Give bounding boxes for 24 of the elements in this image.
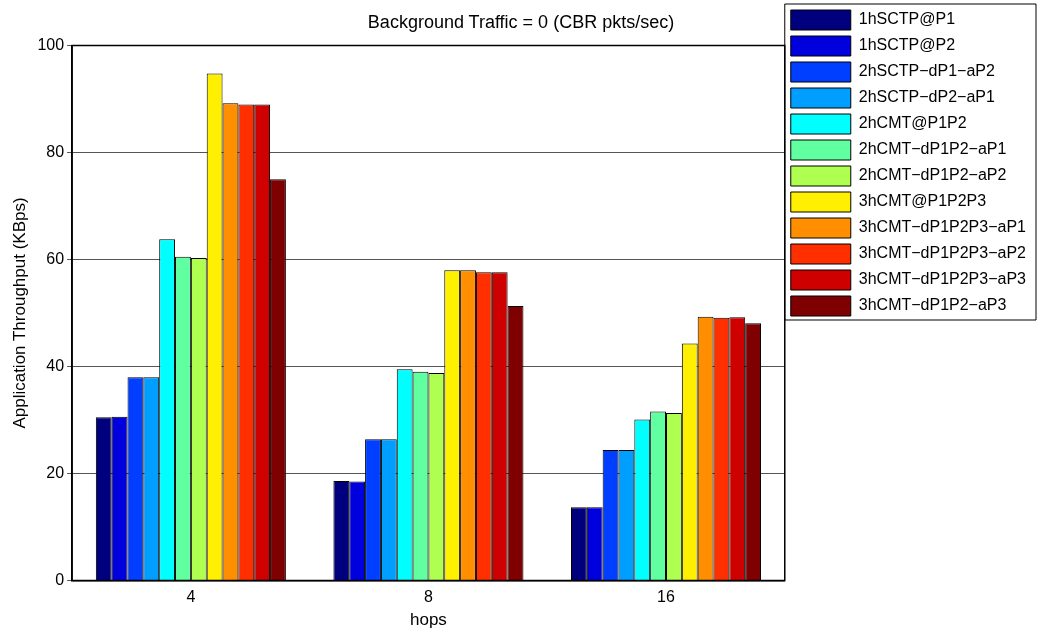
y-tick-label: 40	[46, 356, 65, 374]
y-tick-label: 20	[46, 463, 65, 481]
legend-label: 3hCMT−dP1P2P3−aP3	[858, 270, 1027, 288]
chart-title: Background Traffic = 0 (CBR pkts/sec)	[367, 11, 675, 32]
y-tick-label: 60	[46, 249, 65, 267]
y-tick-label: 100	[37, 36, 65, 54]
legend-label: 3hCMT@P1P2P3	[858, 192, 987, 210]
legend-label: 2hCMT−dP1P2−aP2	[858, 166, 1007, 184]
legend-label: 3hCMT−dP1P2−aP3	[858, 296, 1007, 314]
legend-label: 2hSCTP−dP2−aP1	[858, 88, 995, 106]
legend-label: 3hCMT−dP1P2P3−aP1	[858, 218, 1027, 236]
legend-label: 2hSCTP−dP1−aP2	[858, 62, 995, 80]
legend-label: 2hCMT−dP1P2−aP1	[858, 140, 1007, 158]
x-tick-label: 8	[423, 588, 433, 606]
x-tick-label: 16	[657, 588, 675, 606]
y-tick-label: 0	[55, 570, 65, 588]
legend-label: 3hCMT−dP1P2P3−aP2	[858, 244, 1027, 262]
legend-label: 1hSCTP@P2	[858, 36, 956, 54]
y-axis-title: Application Throughput (KBps)	[9, 197, 29, 429]
legend-label: 2hCMT@P1P2	[858, 114, 967, 132]
x-tick-label: 4	[186, 588, 196, 606]
y-tick-label: 80	[46, 142, 65, 160]
legend-label: 1hSCTP@P1	[858, 10, 956, 28]
x-axis-title: hops	[410, 610, 447, 630]
